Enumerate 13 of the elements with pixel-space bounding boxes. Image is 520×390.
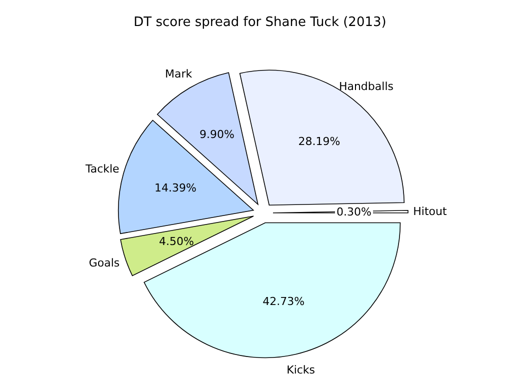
data-label: 42.73%: [262, 295, 305, 308]
data-label: 14.39%: [154, 182, 196, 195]
chart-title: DT score spread for Shane Tuck (2013): [134, 15, 386, 30]
slice-label: Hitout: [413, 204, 448, 218]
slice-label: Handballs: [338, 80, 394, 93]
slice-label: Kicks: [286, 363, 316, 376]
data-label: 28.19%: [298, 134, 340, 148]
data-label: 0.30%: [336, 206, 372, 219]
data-label: 4.50%: [159, 234, 194, 248]
slice-label: Tackle: [84, 162, 120, 176]
slice-label: Goals: [88, 256, 120, 270]
data-label: 9.90%: [200, 128, 234, 141]
slice-label: Mark: [165, 68, 193, 81]
